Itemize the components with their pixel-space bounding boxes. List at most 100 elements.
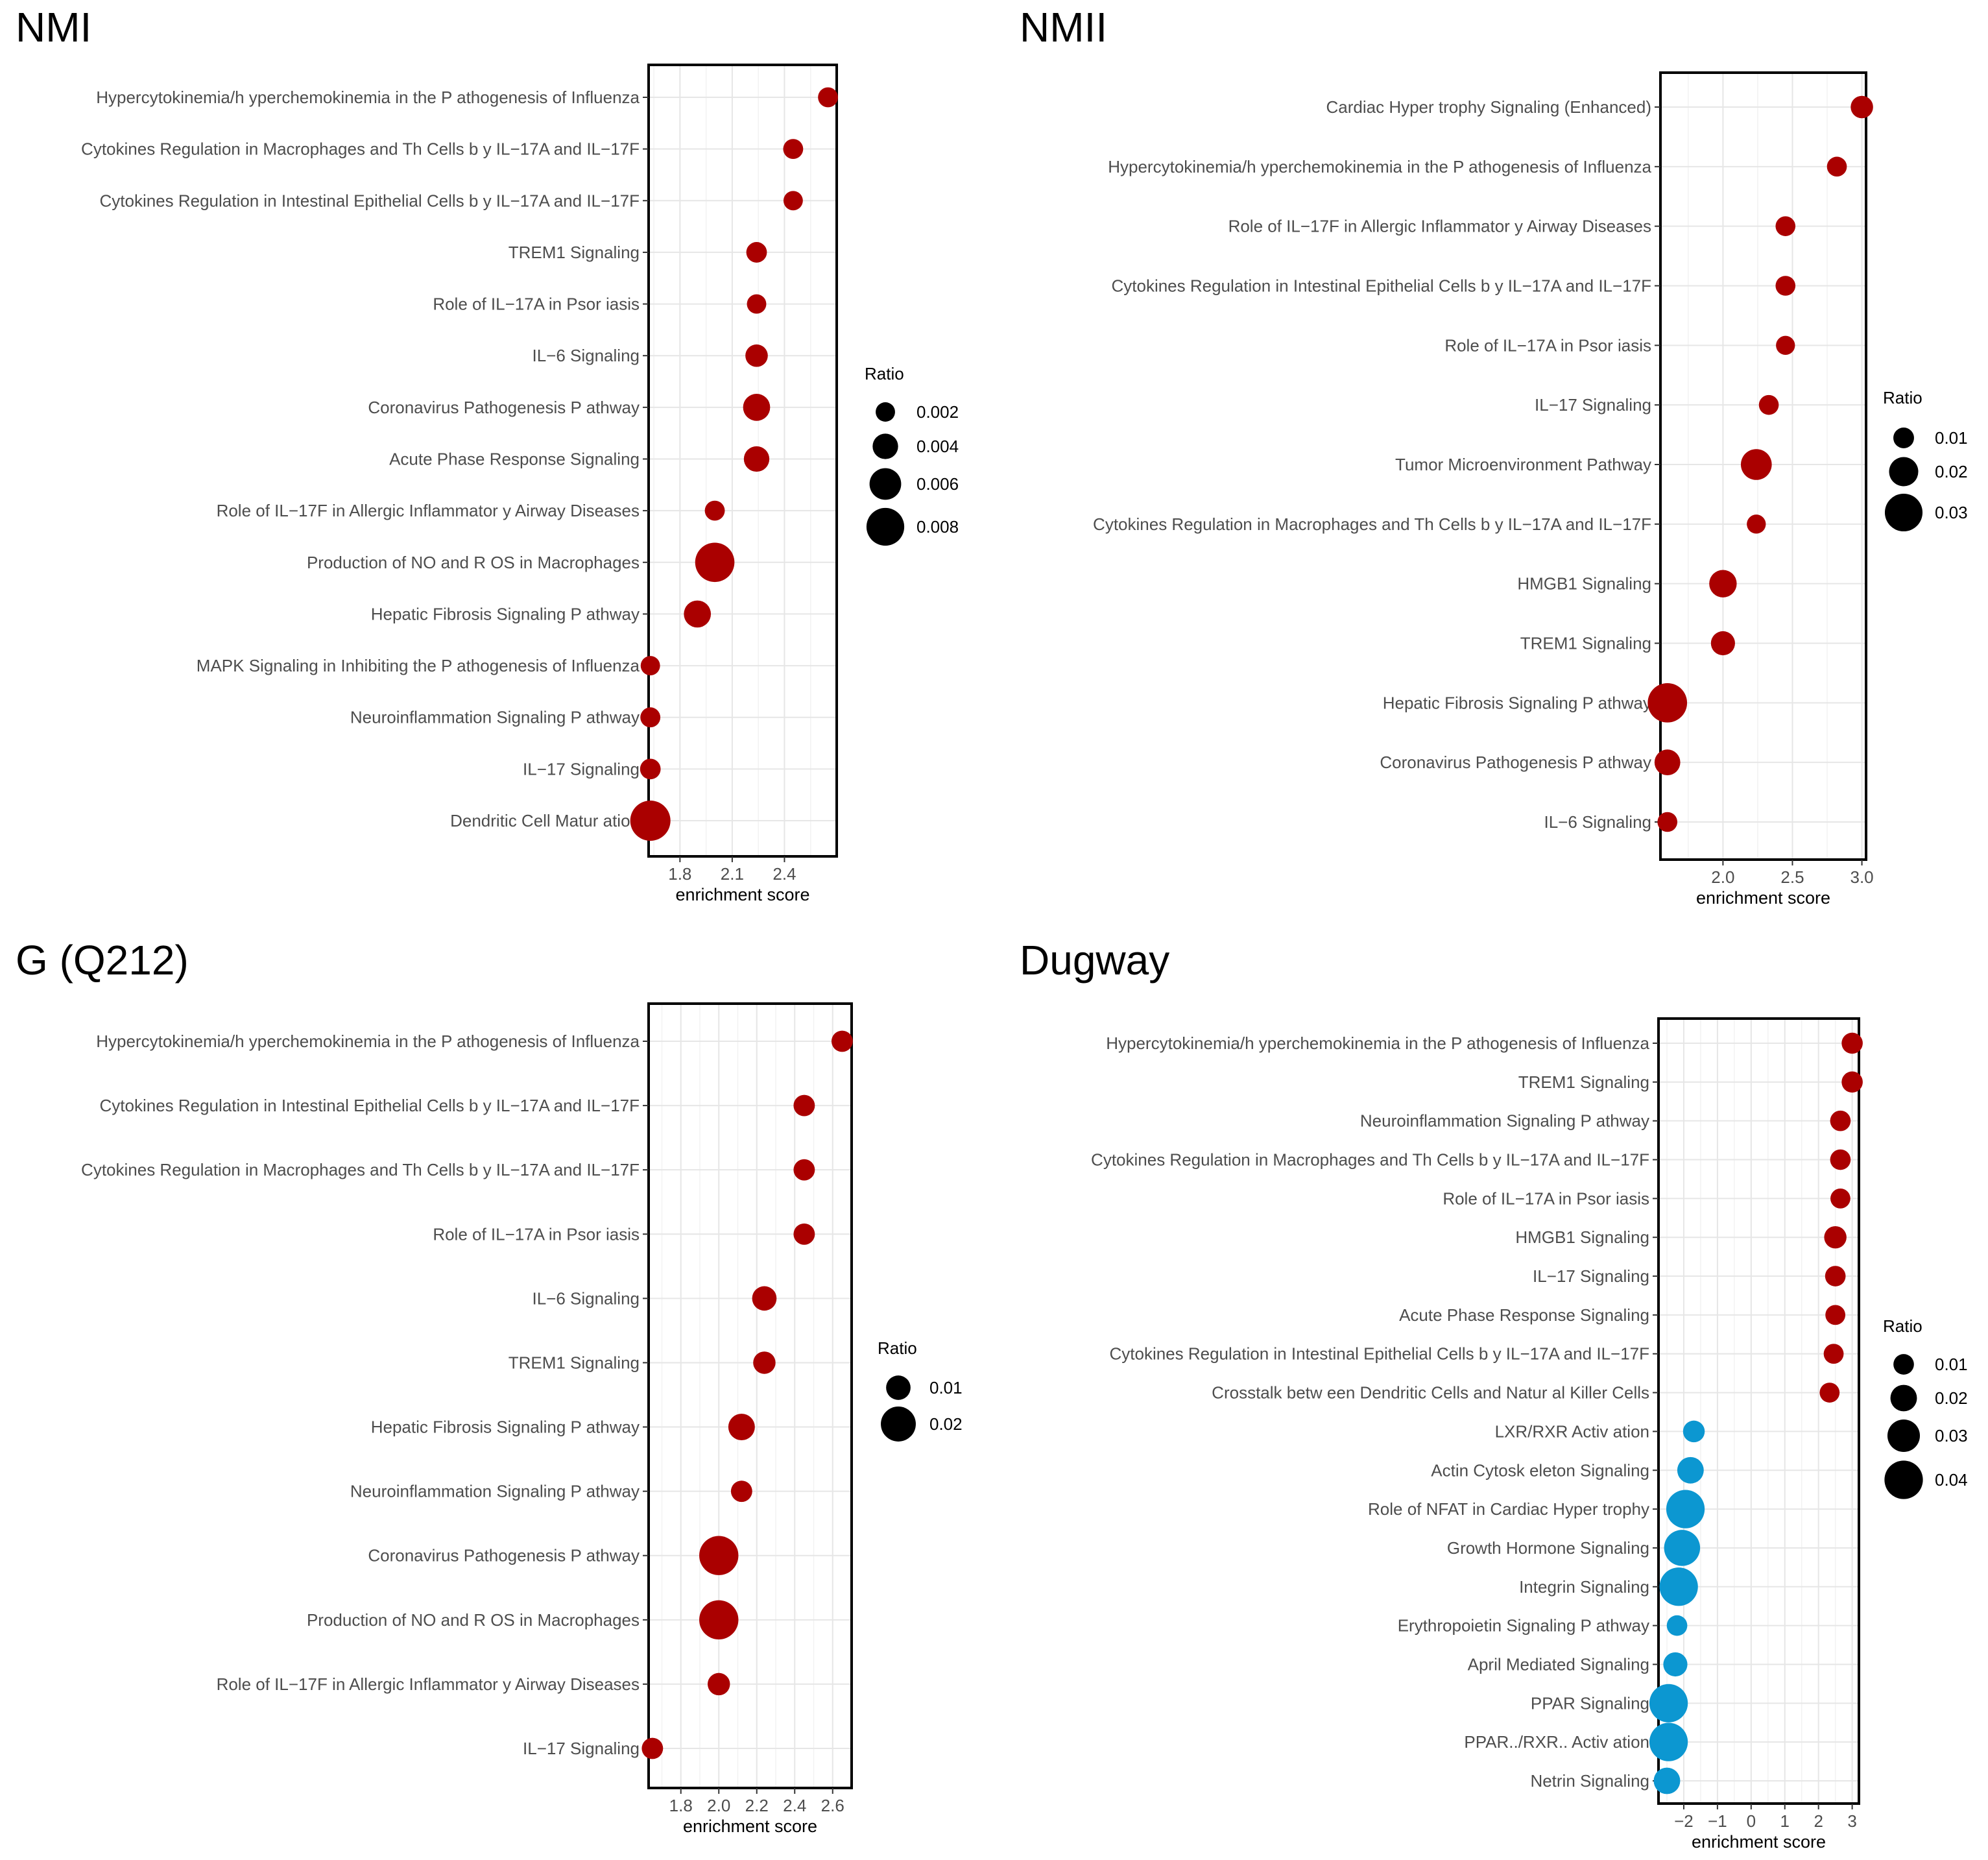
data-point [1824, 1226, 1847, 1249]
data-point [1647, 682, 1688, 723]
panel-title: NMI [16, 4, 91, 51]
data-point [752, 1286, 777, 1311]
category-label: Production of NO and R OS in Macrophages [307, 553, 640, 572]
data-point [1825, 1305, 1846, 1325]
category-label: Hypercytokinemia/h yperchemokinemia in t… [96, 1032, 640, 1051]
category-label: Growth Hormone Signaling [1447, 1538, 1649, 1558]
legend-title: Ratio [878, 1338, 917, 1358]
data-point [783, 139, 804, 160]
x-tick-label: 2.5 [1780, 867, 1804, 887]
category-label: Acute Phase Response Signaling [389, 450, 640, 469]
x-tick-label: 3 [1847, 1811, 1856, 1831]
data-point [1709, 570, 1737, 598]
data-point [640, 656, 660, 676]
legend-key [886, 1375, 911, 1400]
legend-label: 0.02 [1935, 1388, 1968, 1408]
data-point [1683, 1420, 1705, 1443]
data-point [1775, 276, 1796, 296]
x-tick-label: 0 [1747, 1811, 1756, 1831]
legend-label: 0.03 [1935, 503, 1968, 522]
data-point [1830, 1149, 1851, 1170]
data-point [1758, 394, 1779, 415]
category-label: Erythropoietin Signaling P athway [1398, 1616, 1649, 1636]
category-label: Role of NFAT in Cardiac Hyper trophy [1368, 1499, 1649, 1519]
category-label: Cytokines Regulation in Intestinal Epith… [1109, 1344, 1649, 1364]
category-label: Coronavirus Pathogenesis P athway [1380, 753, 1651, 772]
category-label: TREM1 Signaling [509, 243, 640, 262]
data-point [1710, 631, 1735, 656]
x-tick-label: 2.2 [745, 1796, 769, 1815]
x-tick-label: 1.8 [668, 864, 691, 884]
legend-key [1884, 493, 1923, 532]
panel-title: G (Q212) [16, 937, 189, 984]
category-label: IL−17 Signaling [523, 1739, 640, 1758]
data-point [1666, 1615, 1688, 1636]
data-point [1823, 1344, 1844, 1364]
legend-key [1884, 1460, 1923, 1499]
data-point [1649, 1722, 1688, 1761]
data-point [1825, 1266, 1846, 1286]
category-label: LXR/RXR Activ ation [1495, 1421, 1649, 1441]
data-point [1664, 1530, 1701, 1566]
size-legend: Ratio 0.01 0.02 0.03 [1883, 388, 1968, 532]
category-label: Cytokines Regulation in Intestinal Epith… [99, 191, 640, 210]
category-label: Integrin Signaling [1519, 1577, 1649, 1597]
legend-label: 0.01 [1935, 428, 1968, 448]
data-point [630, 801, 671, 841]
panel-nmii: NMII Cardiac Hyper trophy Signaling (Enha… [1020, 4, 1968, 908]
data-point [699, 1536, 739, 1575]
category-label: PPAR../RXR.. Activ ation [1464, 1732, 1649, 1752]
category-label: HMGB1 Signaling [1515, 1227, 1649, 1247]
data-point [699, 1600, 739, 1640]
category-label: TREM1 Signaling [1520, 634, 1651, 653]
category-label: Role of IL−17A in Psor iasis [1443, 1189, 1649, 1208]
data-point [1776, 335, 1795, 355]
category-label: TREM1 Signaling [1518, 1072, 1649, 1092]
category-label: TREM1 Signaling [509, 1353, 640, 1372]
data-point [640, 758, 661, 780]
legend-label: 0.04 [1935, 1470, 1968, 1490]
data-point [1654, 749, 1681, 776]
data-point [793, 1159, 815, 1181]
category-label: Hepatic Fibrosis Signaling P athway [371, 1418, 640, 1437]
data-point [1850, 95, 1873, 119]
data-point [1830, 1188, 1850, 1209]
legend-key [866, 507, 905, 546]
category-label: Role of IL−17F in Allergic Inflammator y… [217, 501, 640, 520]
size-legend: Ratio 0.01 0.02 0.03 0.04 [1883, 1316, 1968, 1499]
x-tick-label: 2.4 [772, 864, 796, 884]
gridlines [649, 1004, 852, 1788]
legend-key [881, 1407, 916, 1442]
category-label: Cardiac Hyper trophy Signaling (Enhanced… [1326, 97, 1652, 117]
category-label: IL−6 Signaling [1544, 812, 1651, 832]
data-point [1649, 1684, 1688, 1722]
data-point [1653, 1767, 1681, 1794]
data-point [728, 1414, 755, 1441]
category-label: Acute Phase Response Signaling [1399, 1305, 1649, 1325]
legend-label: 0.004 [916, 437, 959, 456]
x-tick-label: −1 [1708, 1811, 1727, 1831]
category-label: Coronavirus Pathogenesis P athway [368, 398, 640, 417]
data-point [1830, 1110, 1851, 1131]
category-label: Role of IL−17F in Allergic Inflammator y… [217, 1674, 640, 1694]
data-point [1740, 449, 1772, 480]
data-point [1666, 1490, 1705, 1528]
data-point [818, 87, 838, 108]
category-label: Cytokines Regulation in Macrophages and … [81, 1160, 640, 1179]
legend-label: 0.008 [916, 517, 959, 537]
x-tick-label: 2.6 [821, 1796, 844, 1815]
plot-border [1659, 71, 1867, 861]
category-label: Hepatic Fibrosis Signaling P athway [371, 604, 640, 623]
data-point [746, 242, 767, 263]
category-label: IL−6 Signaling [532, 1288, 640, 1308]
legend-label: 0.03 [1935, 1426, 1968, 1445]
legend-key [1893, 428, 1914, 448]
data-point [783, 191, 803, 211]
category-label: Hypercytokinemia/h yperchemokinemia in t… [96, 88, 640, 107]
x-axis-title: enrichment score [1696, 888, 1830, 908]
data-point [1841, 1071, 1863, 1093]
category-label: Dendritic Cell Matur ation [450, 811, 640, 830]
category-label: Hepatic Fibrosis Signaling P athway [1383, 693, 1651, 712]
x-tick-label: 2.0 [1711, 867, 1734, 887]
category-label: Cytokines Regulation in Macrophages and … [1091, 1150, 1649, 1170]
